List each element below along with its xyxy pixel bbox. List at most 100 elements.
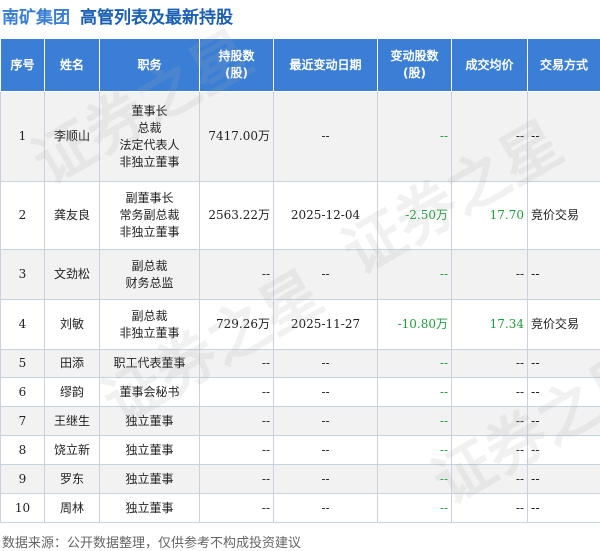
row-no: 5 xyxy=(1,350,45,378)
row-method: -- xyxy=(528,436,600,465)
row-name: 饶立新 xyxy=(45,436,100,465)
row-change: -- xyxy=(378,378,452,407)
row-name: 田添 xyxy=(45,350,100,378)
row-price: -- xyxy=(452,378,528,407)
role-line: 常务副总裁 xyxy=(103,207,196,224)
role-line: 非独立董事 xyxy=(103,224,196,241)
row-shares: -- xyxy=(200,494,274,523)
row-role: 独立董事 xyxy=(100,465,200,494)
role-line: 非独立董事 xyxy=(103,154,196,171)
role-line: 总裁 xyxy=(103,120,196,137)
row-method: -- xyxy=(528,465,600,494)
row-method: 竞价交易 xyxy=(528,300,600,350)
row-price: -- xyxy=(452,92,528,182)
role-line: 副总裁 xyxy=(103,258,196,275)
row-change: -10.80万 xyxy=(378,300,452,350)
row-role: 董事长总裁法定代表人非独立董事 xyxy=(100,92,200,182)
role-line: 副总裁 xyxy=(103,308,196,325)
row-shares: -- xyxy=(200,407,274,436)
header-method: 交易方式 xyxy=(528,39,600,92)
row-change: -- xyxy=(378,407,452,436)
row-no: 4 xyxy=(1,300,45,350)
row-price: -- xyxy=(452,407,528,436)
row-price: -- xyxy=(452,436,528,465)
header-price: 成交均价 xyxy=(452,39,528,92)
row-price: -- xyxy=(452,494,528,523)
row-price: -- xyxy=(452,250,528,300)
row-shares: 2563.22万 xyxy=(200,182,274,250)
row-change: -- xyxy=(378,350,452,378)
row-change: -- xyxy=(378,494,452,523)
row-method: -- xyxy=(528,350,600,378)
row-no: 1 xyxy=(1,92,45,182)
row-name: 罗东 xyxy=(45,465,100,494)
row-date: -- xyxy=(274,92,378,182)
row-date: 2025-12-04 xyxy=(274,182,378,250)
row-date: -- xyxy=(274,378,378,407)
row-change: -- xyxy=(378,250,452,300)
row-name: 王继生 xyxy=(45,407,100,436)
row-no: 8 xyxy=(1,436,45,465)
row-shares: -- xyxy=(200,465,274,494)
row-change: -- xyxy=(378,436,452,465)
row-shares: -- xyxy=(200,250,274,300)
row-shares: -- xyxy=(200,378,274,407)
role-line: 独立董事 xyxy=(103,471,196,488)
row-name: 龚友良 xyxy=(45,182,100,250)
role-line: 独立董事 xyxy=(103,413,196,430)
footer-source: 数据来源：公开数据整理，仅供参考不构成投资建议 xyxy=(2,532,301,551)
row-date: -- xyxy=(274,407,378,436)
row-no: 10 xyxy=(1,494,45,523)
row-role: 副董事长常务副总裁非独立董事 xyxy=(100,182,200,250)
row-price: -- xyxy=(452,350,528,378)
row-date: -- xyxy=(274,350,378,378)
row-name: 缪韵 xyxy=(45,378,100,407)
row-price: 17.34 xyxy=(452,300,528,350)
role-line: 董事长 xyxy=(103,103,196,120)
header-shares: 持股数 (股) xyxy=(200,39,274,92)
role-line: 独立董事 xyxy=(103,442,196,459)
row-name: 刘敏 xyxy=(45,300,100,350)
page-title: 南矿集团高管列表及最新持股 xyxy=(2,3,233,27)
row-change: -- xyxy=(378,465,452,494)
row-date: -- xyxy=(274,494,378,523)
row-change: -2.50万 xyxy=(378,182,452,250)
role-line: 副董事长 xyxy=(103,190,196,207)
row-name: 李顺山 xyxy=(45,92,100,182)
role-line: 职工代表董事 xyxy=(103,355,196,372)
role-line: 董事会秘书 xyxy=(103,384,196,401)
row-price: 17.70 xyxy=(452,182,528,250)
row-name: 周林 xyxy=(45,494,100,523)
row-shares: -- xyxy=(200,350,274,378)
header-no: 序号 xyxy=(1,39,45,92)
role-line: 财务总监 xyxy=(103,275,196,292)
row-no: 6 xyxy=(1,378,45,407)
row-role: 董事会秘书 xyxy=(100,378,200,407)
row-method: -- xyxy=(528,250,600,300)
row-date: 2025-11-27 xyxy=(274,300,378,350)
title-text: 高管列表及最新持股 xyxy=(80,8,233,28)
row-role: 独立董事 xyxy=(100,494,200,523)
role-line: 非独立董事 xyxy=(103,325,196,342)
row-role: 独立董事 xyxy=(100,436,200,465)
row-date: -- xyxy=(274,465,378,494)
header-role: 职务 xyxy=(100,39,200,92)
row-no: 2 xyxy=(1,182,45,250)
row-role: 副总裁非独立董事 xyxy=(100,300,200,350)
row-change: -- xyxy=(378,92,452,182)
row-no: 7 xyxy=(1,407,45,436)
header-change: 变动股数 (股) xyxy=(378,39,452,92)
row-shares: -- xyxy=(200,436,274,465)
company-name: 南矿集团 xyxy=(2,8,70,28)
row-method: -- xyxy=(528,92,600,182)
row-price: -- xyxy=(452,465,528,494)
